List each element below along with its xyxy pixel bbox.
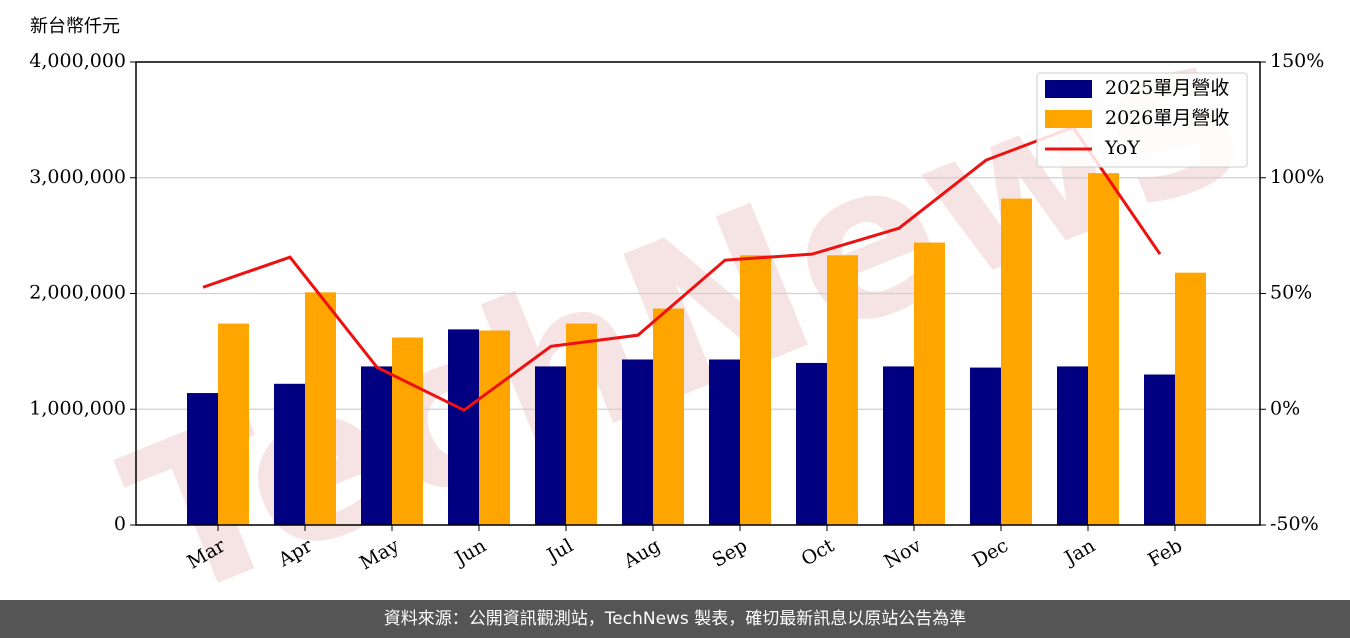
footer: 資料來源：公開資訊觀測站，TechNews 製表，確切最新訊息以原站公告為準 bbox=[0, 600, 1350, 638]
bar bbox=[883, 366, 914, 525]
x-tick-label: Feb bbox=[1144, 535, 1186, 572]
y-tick-label: 3,000,000 bbox=[29, 166, 126, 188]
bar bbox=[1001, 198, 1032, 525]
bar bbox=[187, 393, 218, 525]
x-tick-label: Nov bbox=[880, 534, 925, 573]
y2-tick-label: 150% bbox=[1270, 50, 1324, 72]
bar bbox=[1088, 173, 1119, 525]
bar bbox=[448, 329, 479, 525]
bar bbox=[218, 323, 249, 525]
bar bbox=[274, 383, 305, 525]
y2-tick-label: 50% bbox=[1270, 282, 1312, 304]
x-tick-label: Oct bbox=[798, 534, 839, 570]
legend-label: 2026單月營收 bbox=[1105, 107, 1229, 129]
bar bbox=[566, 323, 597, 525]
legend-swatch bbox=[1045, 80, 1092, 98]
x-tick-label: Jan bbox=[1059, 535, 1099, 571]
legend-swatch bbox=[1045, 110, 1092, 128]
y-axis-label: 新台幣仟元 bbox=[30, 16, 120, 37]
bar bbox=[1057, 366, 1088, 525]
x-tick-label: Sep bbox=[708, 535, 751, 572]
bar bbox=[970, 367, 1001, 525]
chart: 新台幣仟元 TechNews 01,000,0002,000,0003,000,… bbox=[29, 0, 1324, 638]
bar bbox=[361, 366, 392, 525]
bar bbox=[827, 255, 858, 526]
y-tick-label: 0 bbox=[114, 513, 126, 535]
yoy-line bbox=[202, 125, 1162, 412]
bar bbox=[622, 359, 653, 525]
x-tick-label: Jul bbox=[542, 535, 577, 568]
y2-tick-label: 0% bbox=[1270, 397, 1300, 419]
bar bbox=[479, 330, 510, 525]
bar bbox=[796, 362, 827, 525]
bar bbox=[914, 242, 945, 525]
x-tick-label: Aug bbox=[619, 535, 664, 574]
bar bbox=[535, 366, 566, 525]
y-tick-label: 2,000,000 bbox=[29, 282, 126, 304]
plot-frame bbox=[135, 61, 1261, 526]
legend-label: 2025單月營收 bbox=[1105, 77, 1229, 99]
bar bbox=[653, 308, 684, 525]
y2-tick-label: -50% bbox=[1270, 513, 1319, 535]
bar bbox=[709, 359, 740, 525]
y-tick-label: 1,000,000 bbox=[29, 397, 126, 419]
bar bbox=[1175, 272, 1206, 525]
bar bbox=[1144, 374, 1175, 525]
x-tick-label: Dec bbox=[969, 535, 1012, 573]
bar bbox=[392, 337, 423, 525]
y-tick-label: 4,000,000 bbox=[29, 50, 126, 72]
bar bbox=[305, 292, 336, 525]
bar bbox=[740, 255, 771, 526]
legend-label: YoY bbox=[1104, 137, 1140, 159]
y2-tick-label: 100% bbox=[1270, 166, 1324, 188]
